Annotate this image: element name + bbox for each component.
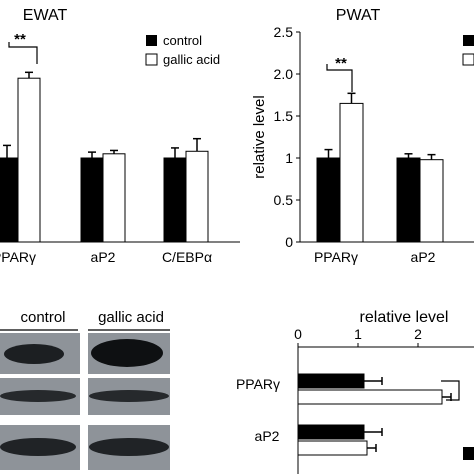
horizontal-xtick-label-0: 0: [294, 326, 302, 342]
horizontal-bar-1-0: [297, 424, 365, 440]
ewat-chart: EWAT PPARγ aP2 C/EBPα control gallic aci…: [0, 7, 240, 265]
pwat-ytick-label-3: 1.5: [274, 108, 294, 124]
ewat-bar-1-0: [80, 157, 104, 243]
ewat-legend-gallic: gallic acid: [163, 52, 220, 67]
pwat-ytick-label-0: 0: [285, 234, 293, 250]
pwat-bar-0-0: [316, 157, 341, 243]
horizontal-xtick-label-2: 2: [414, 326, 422, 342]
ewat-bar-2-1: [185, 150, 209, 243]
blot-row3-control-band: [0, 438, 76, 456]
horizontal-tick-ap2: aP2: [255, 428, 280, 444]
pwat-bar-1-1: [419, 159, 444, 243]
horizontal-title: relative level: [360, 309, 449, 326]
pwat-legend-control-swatch: [463, 35, 474, 46]
ewat-significance-label: **: [14, 31, 26, 48]
pwat-ylabel: relative level: [251, 95, 268, 178]
blot-row3-gallic-band: [89, 438, 169, 456]
horizontal-bar-1-1: [297, 440, 368, 456]
horizontal-bar-0-0: [297, 373, 365, 389]
blot-row2-gallic-band: [89, 390, 169, 402]
ewat-legend-control-swatch: [146, 35, 157, 46]
pwat-ytick-label-1: 0.5: [274, 192, 294, 208]
blot-row2-control-band: [0, 390, 76, 402]
horizontal-xtick-label-1: 1: [354, 326, 362, 342]
pwat-title: PWAT: [336, 7, 381, 24]
pwat-significance-bracket: [326, 64, 353, 92]
pwat-ytick-label-5: 2.5: [274, 24, 294, 40]
ewat-legend-control: control: [163, 33, 202, 48]
blot-row1-control-band: [4, 344, 64, 364]
horizontal-significance-bracket: [441, 380, 460, 401]
blot-column-control: control: [20, 309, 65, 326]
pwat-chart: PWAT relative level 0 0.5 1 1.5 2.0 2.5 PPARγ…: [251, 7, 474, 265]
horizontal-tick-pparg: PPARγ: [236, 376, 280, 392]
horizontal-chart: relative level 0123 PPARγ aP2: [236, 309, 474, 474]
horizontal-bar-0-1: [297, 389, 443, 405]
ewat-tick-ap2: aP2: [91, 249, 116, 265]
pwat-bar-1-0: [396, 157, 421, 243]
pwat-tick-ap2: aP2: [411, 249, 436, 265]
pwat-bar-0-1: [339, 102, 364, 243]
ewat-bar-2-0: [163, 157, 187, 243]
western-blot: control gallic acid: [0, 309, 170, 470]
blot-column-gallic: gallic acid: [98, 309, 164, 326]
pwat-ytick-label-2: 1: [285, 150, 293, 166]
ewat-bar-0-1: [17, 77, 41, 243]
blot-row1-gallic-band: [91, 339, 163, 367]
ewat-bar-0-0: [0, 157, 19, 243]
pwat-legend-gallic-swatch: [462, 53, 474, 66]
ewat-legend-gallic-swatch: [145, 53, 158, 66]
ewat-tick-pparg: PPARγ: [0, 249, 36, 265]
pwat-tick-pparg: PPARγ: [314, 249, 358, 265]
pwat-significance-label: **: [335, 55, 347, 72]
ewat-tick-cebpa: C/EBPα: [162, 249, 212, 265]
ewat-title: EWAT: [23, 7, 68, 24]
horizontal-legend-control-swatch: [463, 447, 474, 460]
ewat-significance-bracket: [8, 42, 38, 64]
pwat-ytick-label-4: 2.0: [274, 66, 294, 82]
ewat-bar-1-1: [102, 153, 126, 243]
